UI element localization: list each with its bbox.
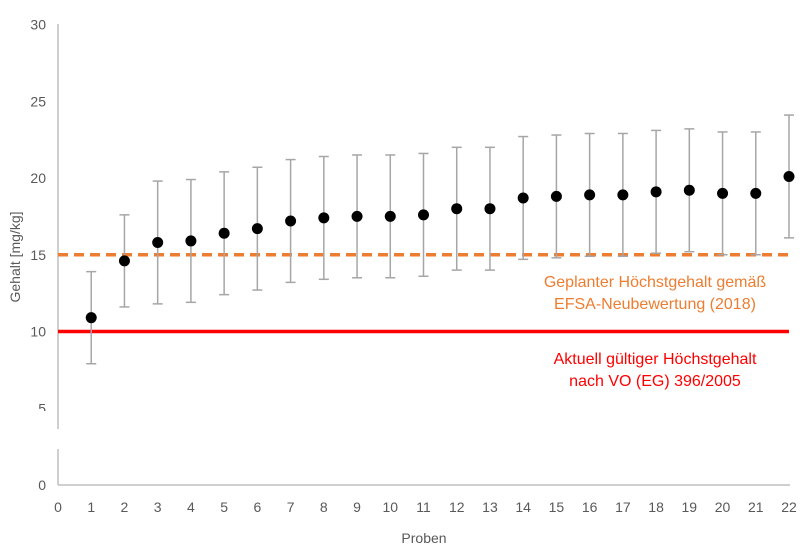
data-point (285, 215, 297, 227)
data-point (118, 255, 130, 267)
data-point (683, 184, 695, 196)
x-tick-label: 14 (515, 499, 531, 515)
data-point (717, 187, 729, 199)
x-tick-label: 8 (320, 499, 328, 515)
data-point (617, 189, 629, 201)
x-tick-label: 9 (353, 499, 361, 515)
x-tick-label: 20 (715, 499, 731, 515)
x-tick-label: 5 (220, 499, 228, 515)
x-tick-label: 22 (781, 499, 797, 515)
x-tick-label: 6 (253, 499, 261, 515)
x-tick-label: 13 (482, 499, 498, 515)
x-tick-label: 17 (615, 499, 631, 515)
data-point (351, 210, 363, 222)
data-point (218, 227, 230, 239)
data-point (451, 203, 463, 215)
x-tick-label: 15 (549, 499, 565, 515)
x-tick-label: 3 (154, 499, 162, 515)
data-point (85, 312, 97, 324)
x-tick-label: 12 (449, 499, 465, 515)
planned-limit-label-line1: Geplanter Höchstgehalt gemäß (544, 274, 767, 291)
data-point (783, 170, 795, 182)
y-tick-label: 30 (30, 17, 46, 33)
current-limit-label-line1: Aktuell gültiger Höchstgehalt (554, 351, 757, 368)
x-tick-label: 16 (582, 499, 598, 515)
x-axis: 0 1 2 3 4 5 6 7 8 9 10 11 12 13 14 15 16 17 18 19 20 21 22 (54, 484, 797, 515)
planned-limit-label-line2: EFSA-Neubewertung (2018) (554, 296, 756, 313)
data-point (318, 212, 330, 224)
data-point (185, 235, 197, 247)
x-tick-label: 10 (382, 499, 398, 515)
x-tick-label: 0 (54, 499, 62, 515)
data-point (251, 223, 263, 235)
current-limit-label-line2: nach VO (EG) 396/2005 (569, 373, 741, 390)
y-tick-label: 15 (30, 247, 46, 263)
x-axis-title: Proben (401, 530, 446, 546)
y-tick-label: 0 (38, 477, 46, 493)
data-point (517, 192, 529, 204)
reference-lines (58, 253, 789, 334)
data-point (484, 203, 496, 215)
y-tick-label: 25 (30, 93, 46, 109)
data-point (418, 209, 429, 221)
data-point (550, 190, 562, 202)
data-point (384, 210, 396, 222)
x-tick-label: 19 (682, 499, 698, 515)
x-tick-label: 2 (121, 499, 129, 515)
x-tick-label: 18 (648, 499, 664, 515)
data-point (584, 189, 596, 201)
data-points (85, 170, 795, 324)
data-point (650, 186, 662, 198)
y-tick-label: 20 (30, 170, 46, 186)
y-tick-label: 10 (30, 324, 46, 340)
y-tick-label: 5 (38, 400, 46, 416)
x-tick-label: 4 (187, 499, 195, 515)
x-tick-label: 7 (287, 499, 295, 515)
data-point (152, 236, 164, 248)
y-axis: 0 5 10 15 20 25 30 (30, 17, 59, 493)
y-axis-title: Gehalt [mg/kg] (7, 211, 23, 302)
x-tick-label: 11 (416, 499, 431, 515)
data-point (750, 187, 762, 199)
x-tick-label: 21 (748, 499, 764, 515)
x-tick-label: 1 (87, 499, 95, 515)
